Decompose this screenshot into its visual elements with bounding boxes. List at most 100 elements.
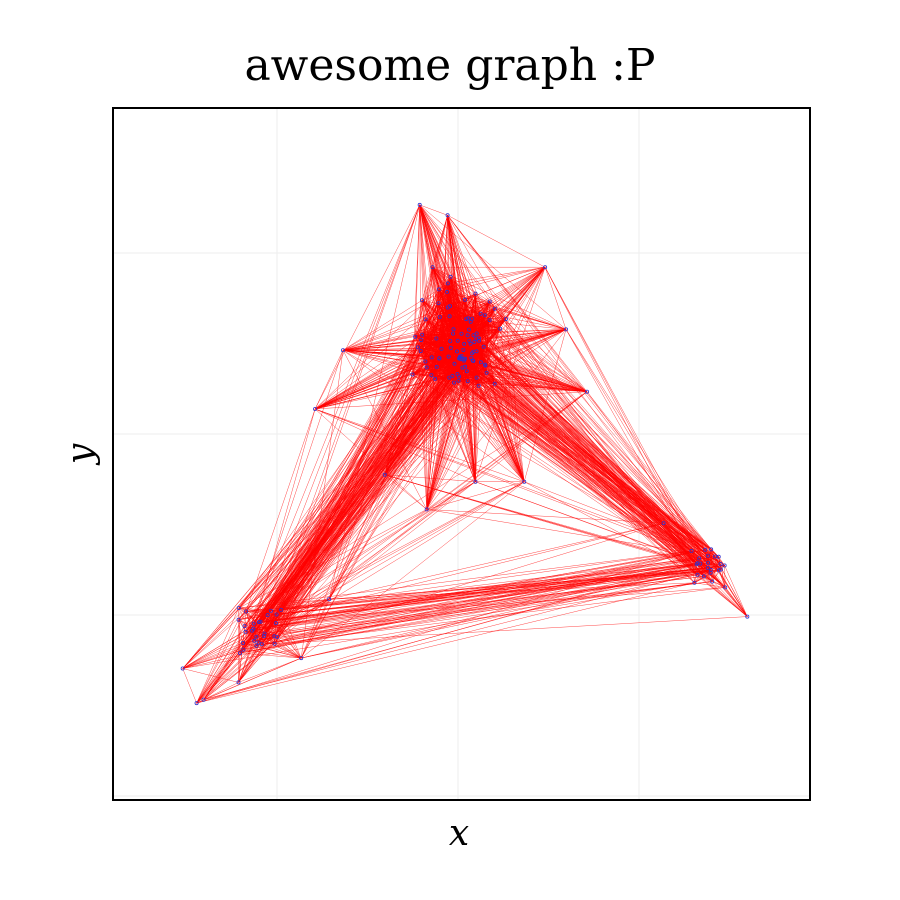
graph-edge (476, 377, 701, 564)
graph-edge (203, 569, 711, 700)
graph-edge (446, 291, 470, 330)
graph-edge (426, 383, 495, 510)
graph-edge (261, 549, 706, 645)
graph-edge (467, 381, 476, 482)
graph-edge (426, 377, 477, 510)
graph-node (420, 298, 425, 303)
graph-edge (261, 267, 546, 645)
graph-edge (439, 316, 455, 383)
graph-node (698, 561, 703, 566)
graph-edge (238, 644, 262, 683)
graph-edge (196, 550, 692, 704)
graph-edge (196, 635, 265, 704)
graph-edge (544, 267, 711, 573)
graph-node (250, 628, 255, 633)
graph-node (455, 371, 460, 376)
graph-node (445, 289, 450, 294)
graph-edge (494, 383, 664, 524)
graph-edge (281, 567, 708, 611)
graph-edge (460, 357, 525, 482)
graph-edge (417, 347, 427, 510)
graph-edge (696, 564, 726, 588)
graph-node (236, 680, 241, 685)
graph-node (240, 641, 245, 646)
graph-node (476, 383, 481, 388)
graph-edge (466, 318, 567, 330)
graph-edge (238, 607, 268, 616)
graph-node (705, 553, 710, 558)
graph-edge (718, 556, 726, 588)
graph-node (454, 349, 459, 354)
graph-edge (196, 607, 240, 704)
graph-node (718, 562, 723, 567)
graph-node (445, 305, 450, 310)
graph-node (265, 613, 270, 618)
graph-edge (281, 569, 721, 611)
graph-edge (425, 267, 433, 320)
graph-node (471, 333, 476, 338)
graph-edge (470, 343, 692, 552)
graph-edge (256, 599, 330, 646)
graph-edge (710, 549, 712, 573)
graph-edge (275, 357, 432, 624)
graph-edge (253, 335, 474, 624)
graph-node (471, 358, 476, 363)
graph-node (461, 347, 466, 352)
graph-edge (476, 377, 495, 385)
graph-edge (300, 350, 344, 659)
graph-edge (342, 328, 501, 351)
graph-edge (275, 622, 302, 659)
graph-edge (447, 215, 588, 392)
graph-edge (244, 481, 476, 627)
graph-edge (254, 581, 713, 642)
graph-node (429, 355, 434, 360)
graph-edge (432, 267, 449, 308)
graph-node (461, 356, 466, 361)
graph-node (478, 311, 483, 316)
graph-edge (314, 408, 427, 510)
graph-node (713, 554, 718, 559)
graph-edge (315, 408, 708, 556)
graph-edge (342, 349, 464, 360)
graph-node (272, 634, 277, 639)
graph-edge (483, 346, 698, 564)
graph-edge (256, 381, 468, 646)
graph-edge (270, 550, 692, 611)
graph-edge (524, 481, 719, 558)
graph-node (436, 287, 441, 292)
graph-edge (412, 204, 420, 375)
graph-edge (182, 313, 481, 669)
x-axis-label: x (448, 813, 470, 854)
graph-node (723, 585, 728, 590)
graph-edge (182, 621, 260, 669)
graph-edge (182, 267, 546, 669)
graph-edge (203, 293, 476, 700)
graph-edge (242, 481, 525, 644)
graph-node (423, 317, 428, 322)
graph-edge (432, 267, 468, 336)
graph-edge (426, 481, 525, 510)
graph-edge (274, 276, 451, 637)
graph-edge (315, 340, 470, 410)
graph-node (474, 331, 479, 336)
graph-node (503, 317, 508, 322)
graph-edge (182, 481, 525, 669)
graph-edge (419, 204, 466, 300)
graph-edge (203, 610, 272, 700)
graph-edge (203, 642, 259, 700)
graph-node (465, 379, 470, 384)
graph-edge (315, 343, 471, 410)
graph-edge (238, 622, 260, 683)
graph-edge (196, 611, 247, 704)
graph-edge (253, 408, 316, 629)
graph-node (279, 607, 284, 612)
graph-edge (260, 362, 482, 622)
graph-node (482, 362, 487, 367)
graph-edge (473, 335, 525, 482)
graph-node (695, 561, 700, 566)
graph-edge (419, 204, 433, 268)
graph-edge (270, 558, 700, 611)
graph-edge (256, 481, 525, 646)
graph-node (492, 381, 497, 386)
graph-node (695, 572, 700, 577)
